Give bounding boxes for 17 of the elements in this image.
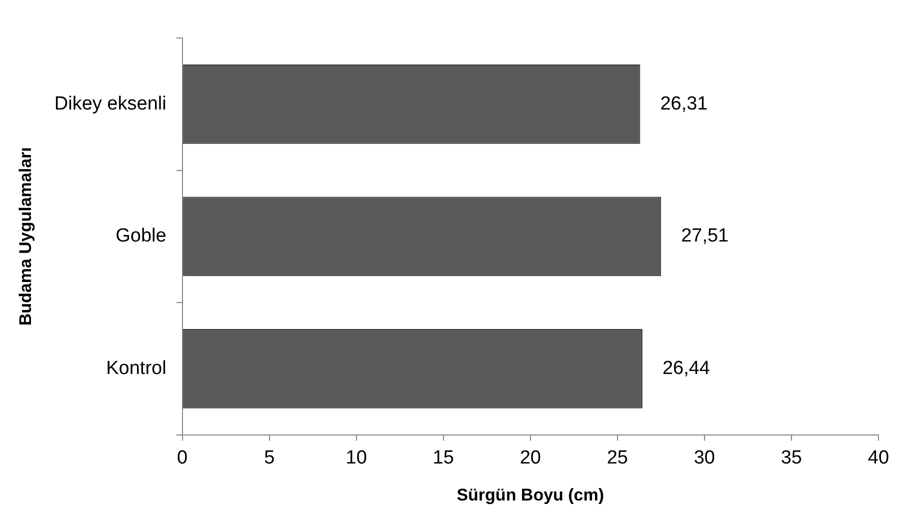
x-tick-label: 0 (177, 447, 188, 468)
x-tick-label: 10 (346, 447, 367, 468)
data-label: 26,44 (662, 358, 710, 379)
data-label: 27,51 (681, 226, 729, 247)
x-tick-label: 20 (520, 447, 541, 468)
y-tick-label: Dikey eksenli (54, 93, 166, 114)
y-tick-label: Goble (116, 226, 166, 247)
x-tick-label: 35 (780, 447, 802, 468)
x-tick-label: 5 (264, 447, 275, 468)
x-tick-label: 15 (432, 447, 454, 468)
x-tick-label: 30 (694, 447, 715, 468)
y-axis-title: Budama Uygulamaları (16, 147, 35, 326)
data-label: 26,31 (660, 93, 708, 114)
x-tick-label: 40 (868, 447, 890, 468)
x-tick-label: 25 (606, 447, 628, 468)
x-axis-title: Sürgün Boyu (cm) (456, 485, 604, 504)
y-tick-label: Kontrol (106, 358, 166, 379)
